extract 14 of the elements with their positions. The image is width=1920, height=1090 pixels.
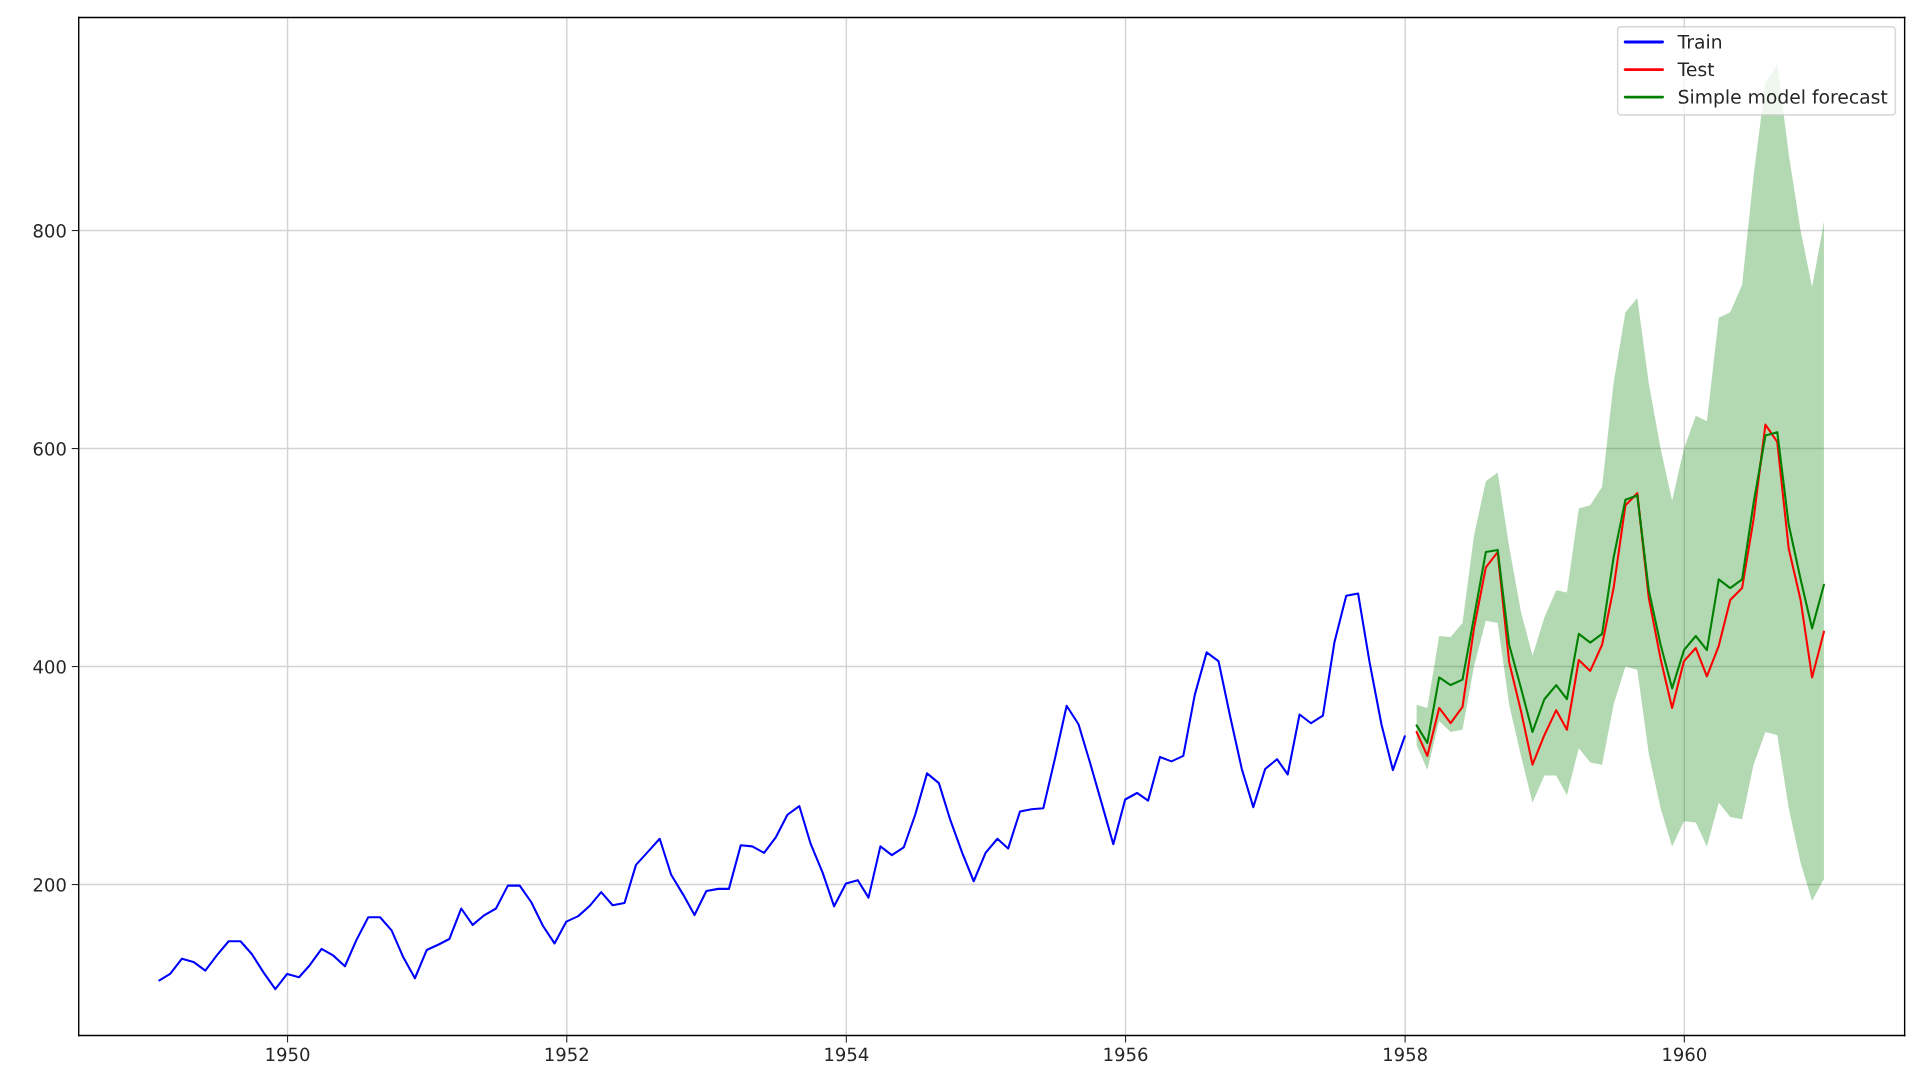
- legend-label: Test: [1677, 62, 1715, 77]
- legend-label: Simple model forecast: [1678, 89, 1888, 108]
- x-tick-label: 1954: [825, 1047, 869, 1062]
- x-tick-label: 1956: [1104, 1047, 1148, 1062]
- y-tick-label: 200: [33, 877, 66, 892]
- y-tick-label: 400: [33, 659, 66, 674]
- y-tick-label: 600: [33, 441, 66, 456]
- line-series: [158, 592, 1406, 991]
- x-tick-label: 1952: [545, 1047, 588, 1062]
- y-tick-label: 800: [33, 223, 66, 238]
- legend-label: Train: [1677, 34, 1722, 49]
- x-tick-label: 1960: [1663, 1047, 1707, 1062]
- x-tick-label: 1958: [1384, 1047, 1427, 1062]
- x-tick-label: 1950: [266, 1047, 310, 1062]
